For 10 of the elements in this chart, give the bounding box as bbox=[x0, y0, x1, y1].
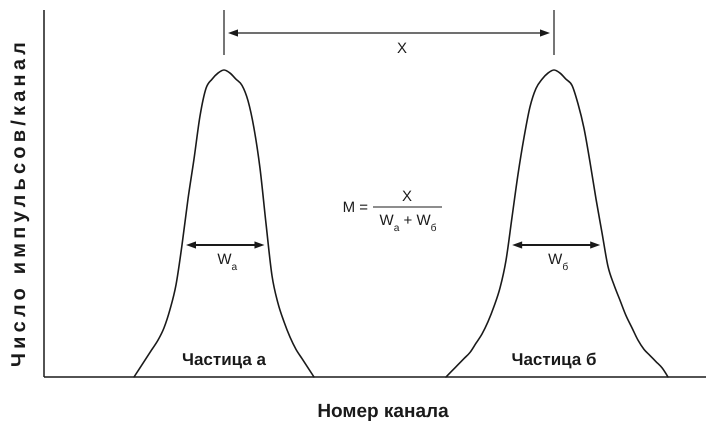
y-axis-title: Число импульсов/канал bbox=[8, 38, 30, 368]
series-label: Частица а bbox=[182, 350, 267, 369]
annotation: X bbox=[402, 188, 412, 205]
series-label: Частица б bbox=[512, 350, 596, 369]
text: X bbox=[396, 40, 408, 57]
annotation: M = bbox=[342, 199, 368, 216]
x-axis-title: Номер канала bbox=[317, 401, 450, 422]
annotation: W$_{а}$ + W$_{б}$ bbox=[380, 212, 437, 234]
annotation: W$_{б}$ bbox=[548, 250, 568, 272]
annotation: W$_{а}$ bbox=[217, 250, 238, 272]
